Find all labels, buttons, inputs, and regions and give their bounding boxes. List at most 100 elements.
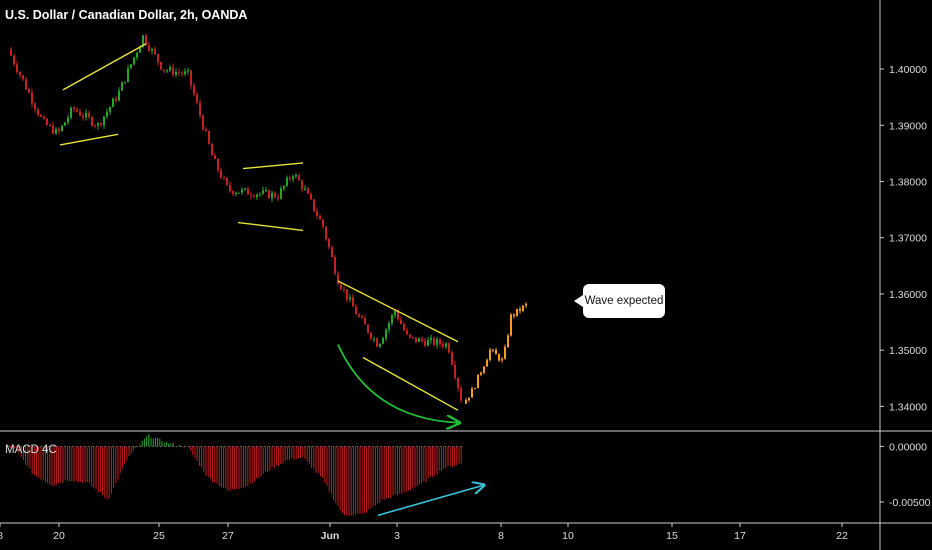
candle	[148, 44, 150, 51]
candle	[64, 122, 66, 126]
candle	[112, 98, 114, 107]
time-tick-label: 10	[562, 530, 574, 542]
candle	[379, 343, 381, 347]
candle	[352, 297, 354, 307]
time-tick-label: 22	[836, 530, 848, 542]
candle	[226, 178, 228, 185]
candle	[412, 337, 414, 339]
trendline	[242, 162, 304, 170]
candle	[58, 128, 60, 132]
candle	[145, 35, 147, 45]
candle	[334, 257, 336, 274]
candle	[52, 125, 54, 134]
candle	[340, 284, 342, 290]
candle	[109, 106, 111, 112]
divergence-arrow	[377, 485, 483, 517]
candle	[43, 116, 45, 119]
candle	[13, 55, 15, 65]
chart-title: U.S. Dollar / Canadian Dollar, 2h, OANDA	[5, 8, 248, 22]
candle	[28, 89, 30, 93]
candle	[214, 155, 216, 159]
projection-candle	[486, 359, 488, 367]
candle	[151, 48, 153, 51]
candle	[256, 194, 258, 198]
candle	[223, 177, 225, 179]
trendline	[62, 43, 147, 91]
candle	[205, 129, 207, 131]
projection-candle	[471, 388, 473, 398]
candle	[220, 170, 222, 178]
candle	[406, 330, 408, 335]
candle	[193, 85, 195, 95]
price-tick-label: 1.37000	[889, 233, 927, 245]
candle	[181, 73, 183, 75]
candle	[403, 324, 405, 331]
candle	[265, 190, 267, 192]
candle	[421, 338, 423, 341]
candle	[289, 177, 291, 180]
candle	[229, 184, 231, 191]
candle	[322, 219, 324, 227]
candle	[187, 70, 189, 72]
projection-candle	[501, 358, 503, 361]
candle	[61, 125, 63, 132]
candle	[25, 79, 27, 90]
candle	[244, 188, 246, 190]
projection-candle	[474, 388, 476, 390]
candles-group	[10, 33, 462, 403]
candle	[55, 128, 57, 134]
candle	[199, 102, 201, 116]
trendline	[59, 133, 119, 146]
candle	[295, 175, 297, 177]
projection-candle	[522, 305, 524, 311]
candle	[400, 319, 402, 325]
candle	[91, 116, 93, 126]
candle	[202, 115, 204, 130]
candle	[439, 339, 441, 345]
candle	[250, 194, 252, 196]
candle	[31, 92, 33, 104]
projection-candle	[495, 349, 497, 355]
candle	[34, 103, 36, 110]
candle	[304, 188, 306, 190]
candle	[415, 337, 417, 342]
candle	[154, 48, 156, 55]
candle	[454, 364, 456, 378]
candle	[394, 311, 396, 316]
candle	[160, 62, 162, 70]
candle	[433, 337, 435, 346]
candle	[271, 192, 273, 199]
candle	[184, 71, 186, 75]
candle	[382, 338, 384, 344]
candle	[88, 112, 90, 117]
projection-candle	[510, 314, 512, 336]
candle	[40, 114, 42, 117]
candle	[100, 123, 102, 126]
candle	[277, 197, 279, 199]
candle	[79, 111, 81, 116]
projection-candle	[507, 335, 509, 348]
candle	[268, 190, 270, 199]
projection-candle	[525, 303, 527, 306]
candle	[253, 195, 255, 198]
wave-expected-callout[interactable]: Wave expected	[574, 284, 665, 318]
candle	[427, 339, 429, 346]
candle	[211, 143, 213, 156]
candle	[169, 66, 171, 71]
trendline	[337, 280, 459, 343]
candle	[232, 190, 234, 195]
candle	[163, 69, 165, 72]
candle	[178, 71, 180, 74]
candle	[103, 116, 105, 126]
candle	[328, 238, 330, 248]
candle	[316, 211, 318, 217]
candle	[361, 316, 363, 319]
macd-indicator-label[interactable]: MACD 4C	[5, 444, 57, 456]
projection-candle	[480, 372, 482, 375]
projection-candle	[465, 400, 467, 404]
time-tick-label: 8	[498, 530, 504, 542]
candle	[190, 70, 192, 86]
projection-candle	[468, 397, 470, 401]
candle	[286, 177, 288, 186]
